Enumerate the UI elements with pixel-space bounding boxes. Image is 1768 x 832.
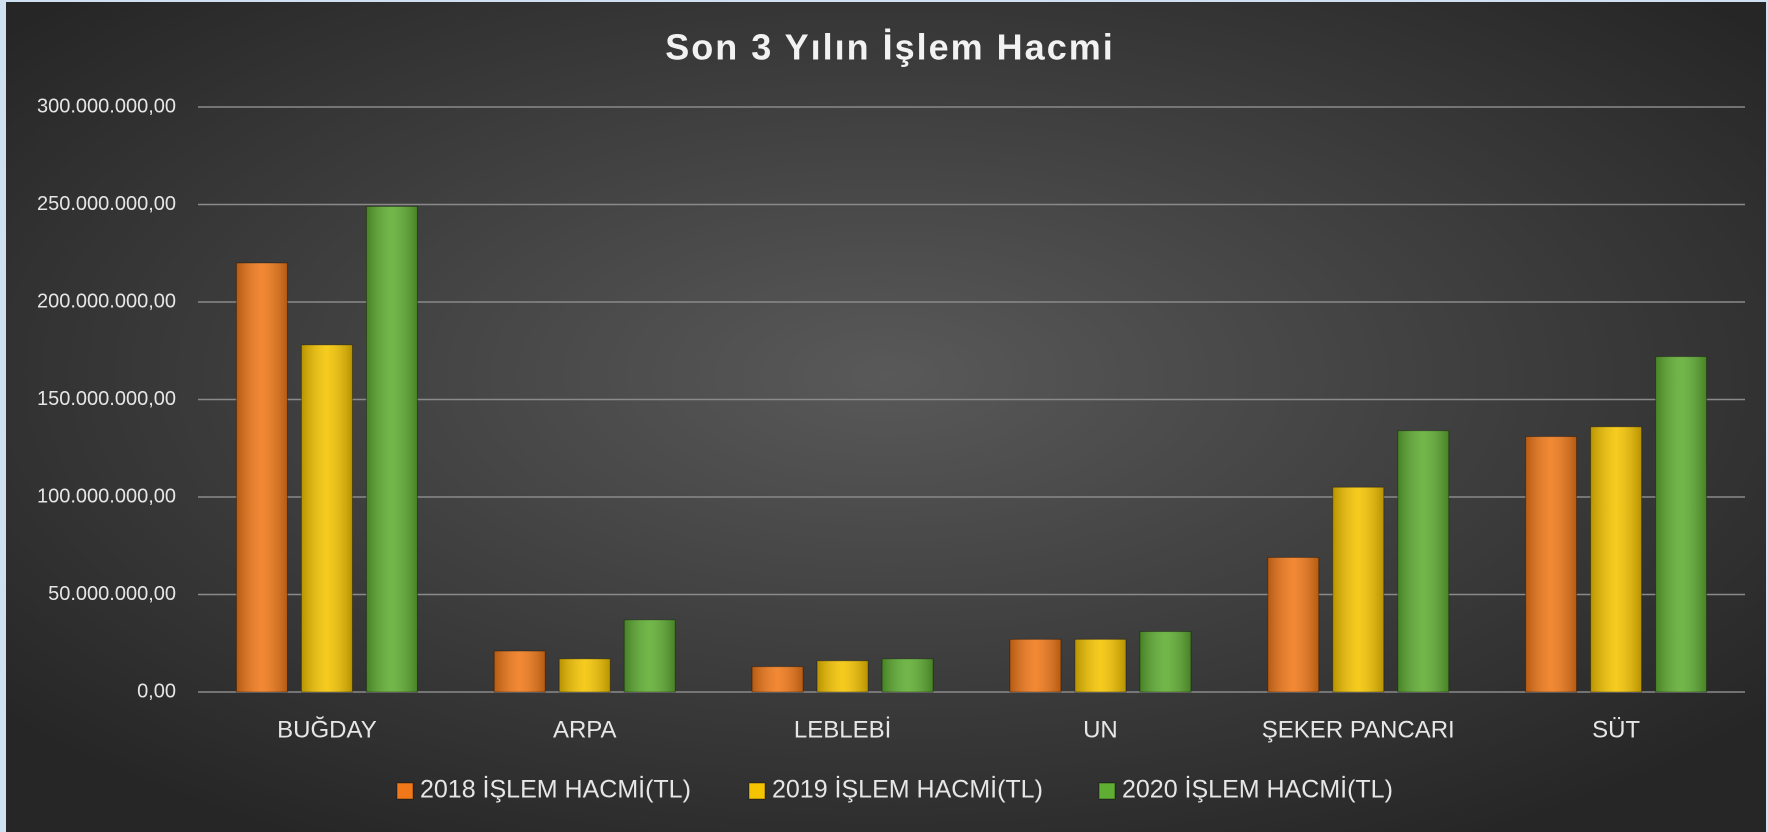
bar — [558, 658, 611, 693]
bar — [623, 619, 676, 693]
chart-title: Son 3 Yılın İşlem Hacmi — [665, 27, 1115, 68]
bar — [1332, 486, 1385, 693]
bar — [881, 658, 934, 693]
bar — [1074, 638, 1127, 693]
legend-marker — [396, 782, 414, 800]
legend-label: 2018 İŞLEM HACMİ(TL) — [420, 775, 691, 804]
bar — [816, 660, 869, 693]
y-tick-label: 0,00 — [137, 680, 176, 702]
bar — [1655, 356, 1708, 693]
y-tick-label: 150.000.000,00 — [37, 388, 176, 410]
y-tick-label: 250.000.000,00 — [37, 193, 176, 215]
x-tick-label: SÜT — [1592, 716, 1640, 743]
x-tick-label: ŞEKER PANCARI — [1262, 716, 1455, 743]
bar — [365, 205, 418, 693]
y-tick-label: 100.000.000,00 — [37, 485, 176, 507]
bar — [1139, 631, 1192, 693]
bar — [1590, 426, 1643, 693]
legend-marker — [1098, 782, 1116, 800]
y-tick-label: 300.000.000,00 — [37, 95, 176, 117]
chart-background — [6, 2, 1766, 832]
legend-label: 2019 İŞLEM HACMİ(TL) — [772, 775, 1043, 804]
x-tick-label: BUĞDAY — [277, 716, 377, 743]
bar — [1267, 556, 1320, 693]
bar — [751, 666, 804, 693]
bar — [1397, 430, 1450, 693]
x-tick-label: LEBLEBİ — [794, 716, 891, 743]
bar — [300, 344, 353, 693]
x-tick-label: ARPA — [553, 716, 617, 743]
legend-marker — [748, 782, 766, 800]
bar — [1525, 436, 1578, 693]
y-tick-label: 200.000.000,00 — [37, 290, 176, 312]
bar — [493, 650, 546, 693]
legend-label: 2020 İŞLEM HACMİ(TL) — [1122, 775, 1393, 804]
bar — [1009, 638, 1062, 693]
bar — [235, 262, 288, 693]
x-tick-label: UN — [1083, 716, 1118, 743]
y-tick-label: 50.000.000,00 — [48, 583, 176, 605]
